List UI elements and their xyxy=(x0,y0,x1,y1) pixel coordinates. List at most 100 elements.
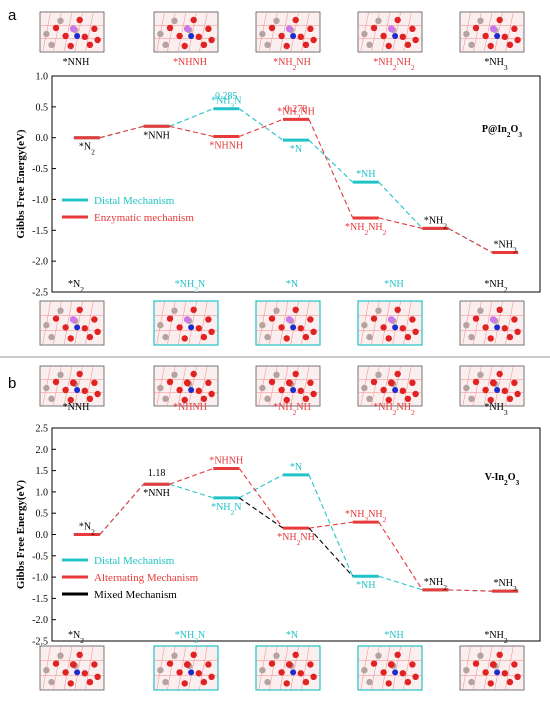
panel-b-top-structure-atom xyxy=(57,371,64,378)
panel-b-ytick-label: -1.5 xyxy=(32,594,48,605)
panel-b-top-structure-atom xyxy=(501,387,508,394)
panel-b-top-structure-atom xyxy=(366,395,373,402)
panel-a-bottom-structure-nitrogen xyxy=(494,324,501,331)
panel-b-top-structure-atom xyxy=(310,390,317,398)
panel-a-bottom-structure-atom xyxy=(511,316,518,323)
panel-a-top-structure-atom xyxy=(292,16,299,24)
panel-a-bottom-structure-atom xyxy=(463,322,470,329)
panel-a-top-structure-atom xyxy=(86,41,94,48)
panel-a-top-structure-atom xyxy=(273,17,280,24)
panel-b-legend-label: Mixed Mechanism xyxy=(94,589,177,601)
panel-b-top-structure-atom xyxy=(375,371,382,378)
panel-b-bottom-structure-nitrogen xyxy=(290,669,297,676)
panel-b-bottom-structure-label: *NH2N xyxy=(175,630,205,645)
panel-b-level-label: *N2 xyxy=(79,522,95,537)
panel-b-bottom-structure-atom xyxy=(292,651,299,658)
panel-b-top-structure-atom xyxy=(409,379,416,386)
panel-b-bottom-structure xyxy=(357,645,423,691)
panel-a-bottom-structure-atom xyxy=(52,315,60,322)
panel-a-top-structure-grid xyxy=(199,11,208,53)
panel-b-top-structure-adsorbate xyxy=(183,379,191,387)
panel-b-top-structure-atom xyxy=(91,379,98,386)
panel-b-top-structure-adsorbate xyxy=(285,379,293,387)
panel-b-bottom-structure-atom xyxy=(385,680,392,687)
panel-a-level-label: *N xyxy=(290,144,302,155)
panel-b-top-structure-grid xyxy=(279,365,289,407)
panel-a-top-structure-atom xyxy=(171,17,178,24)
panel-a-top-structure-atom xyxy=(412,36,419,44)
panel-b-bottom-structure-atom xyxy=(375,652,382,659)
panel-a-bottom-structure-label: *NH xyxy=(384,279,403,290)
panel-b-top-structure-atom xyxy=(496,370,503,378)
panel-a-top-structure-atom xyxy=(176,32,183,40)
panel-b-top-structure-atom xyxy=(477,371,484,378)
panel-b-top-structure-atom xyxy=(166,378,174,386)
panel-a-bottom-structure-grid xyxy=(199,300,208,346)
panel-b-ytick-label: 2.0 xyxy=(36,445,49,456)
panel-a-bottom-structure-grid xyxy=(483,300,493,346)
panel-a-top-structure-atom xyxy=(208,36,215,44)
panel-b-top-structure-atom xyxy=(190,370,197,378)
panel-a-top-structure-nitrogen xyxy=(392,33,399,39)
panel-b-top-structure xyxy=(153,365,219,407)
panel-a-bottom-structure-atom xyxy=(57,307,64,314)
panel-b-bottom-structure-atom xyxy=(366,678,373,686)
panel-a-ylabel: Gibbs Free Energy(eV) xyxy=(15,129,27,239)
panel-b-bottom-structure-label: *NH xyxy=(384,630,403,641)
panel-a-top-structure-atom xyxy=(501,33,508,40)
panel-b-top-structure-grid xyxy=(403,365,412,407)
panel-b-top-structure-atom xyxy=(81,387,89,394)
panel-a-top-structure-grid xyxy=(381,11,391,53)
panel-b-bottom-structure-atom xyxy=(394,651,401,658)
panel-b-top-structure-atom xyxy=(506,395,514,402)
panel-b-bottom-structure-atom xyxy=(166,660,174,667)
panel-b-series-0-connector xyxy=(239,474,284,499)
panel-b-bottom-structure-adsorbate xyxy=(69,661,77,668)
panel-a-top-structure-atom xyxy=(370,24,378,32)
panel-a-bottom-structure-atom xyxy=(310,328,317,335)
panel-a-bottom-structure-label: *NH2 xyxy=(484,279,507,294)
panel-b-bottom-structure-atom xyxy=(259,667,266,674)
panel-a-bottom-structure-adsorbate xyxy=(387,316,395,323)
panel-b-top-structure xyxy=(459,365,525,407)
panel-b-legend-label: Distal Mechanism xyxy=(94,555,175,567)
panel-b-series-1-connector xyxy=(308,521,353,529)
panel-b-series-2-connector xyxy=(238,497,284,529)
panel-b-level-label: *NH3 xyxy=(494,578,517,593)
panel-a-ytick-label: -0.5 xyxy=(32,164,48,175)
panel-b-top-structure-atom xyxy=(208,390,215,398)
panel-a-top-structure-atom xyxy=(268,24,276,32)
panel-a-bottom-structure-atom xyxy=(67,335,74,342)
panel-a-top-structure-atom xyxy=(506,41,514,48)
panel-a-bottom-structure-adsorbate xyxy=(489,316,497,323)
panel-a-series-1-connector xyxy=(448,227,493,253)
panel-a-top-structure-adsorbate xyxy=(489,25,497,33)
panel-b-bottom-structure-atom xyxy=(399,670,406,677)
panel-a-top-structure-atom xyxy=(52,24,60,32)
panel-b-top-structure-atom xyxy=(394,370,401,378)
panel-a-bottom-structure-label: *NH2N xyxy=(175,279,205,294)
panel-b-top-structure-label: *NH2NH xyxy=(273,402,311,417)
panel-a-top-structure-atom xyxy=(399,33,406,40)
panel-b-bottom-structure-grid xyxy=(177,645,187,691)
panel-b-top-structure-adsorbate xyxy=(69,379,77,387)
panel-b-top-structure xyxy=(39,365,105,407)
panel-a-bottom-structure-atom xyxy=(514,328,521,335)
panel-b-top-structure-grid xyxy=(301,365,310,407)
panel-a-top-structure xyxy=(255,11,321,53)
panel-b-top-structure-grid xyxy=(505,365,514,407)
panel-a-top-structure-atom xyxy=(264,41,271,48)
panel-a-top-structure-atom xyxy=(57,17,64,24)
panel-b-top-structure-atom xyxy=(399,387,406,394)
panel-a-top-structure-atom xyxy=(278,32,285,40)
panel-b-top-structure-atom xyxy=(482,386,489,394)
panel-a-level-label: *NH xyxy=(356,169,375,180)
panel-a-top-structure-atom xyxy=(195,33,202,40)
panel-a-level-label: *NH2 xyxy=(424,215,447,230)
panel-b-top-structure-label: *NHNH xyxy=(173,402,207,413)
panel-a-bottom-structure-atom xyxy=(361,322,368,329)
panel-b-bottom-structure-atom xyxy=(48,678,55,686)
panel-b-bottom-structure-adsorbate xyxy=(285,661,293,668)
panel-b-top-structure-atom xyxy=(205,379,212,386)
panel-a-bottom-structure-label: *N xyxy=(286,279,298,290)
